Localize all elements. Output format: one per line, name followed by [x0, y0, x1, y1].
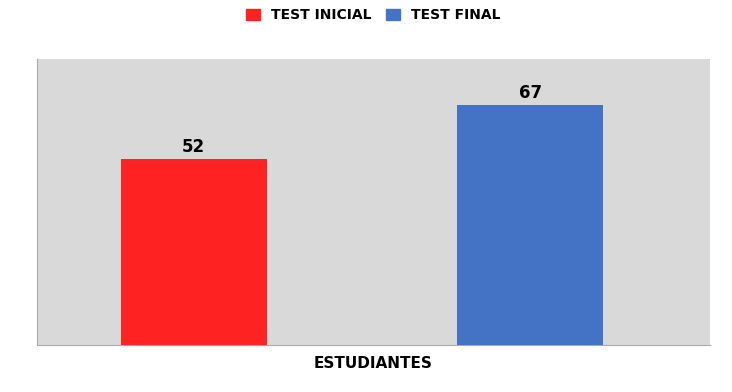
Legend: TEST INICIAL, TEST FINAL: TEST INICIAL, TEST FINAL [241, 3, 506, 28]
X-axis label: ESTUDIANTES: ESTUDIANTES [314, 356, 433, 371]
Bar [121, 159, 266, 345]
Bar [458, 105, 603, 345]
Text: 52: 52 [182, 138, 205, 156]
Text: 67: 67 [519, 84, 542, 102]
